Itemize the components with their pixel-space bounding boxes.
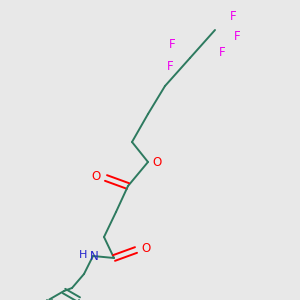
Text: F: F — [230, 10, 236, 22]
Text: F: F — [167, 59, 173, 73]
Text: O: O — [152, 157, 162, 169]
Text: F: F — [169, 38, 175, 50]
Text: F: F — [234, 29, 240, 43]
Text: O: O — [92, 170, 100, 184]
Text: F: F — [219, 46, 225, 59]
Text: N: N — [90, 250, 98, 262]
Text: O: O — [141, 242, 151, 256]
Text: H: H — [79, 250, 87, 260]
